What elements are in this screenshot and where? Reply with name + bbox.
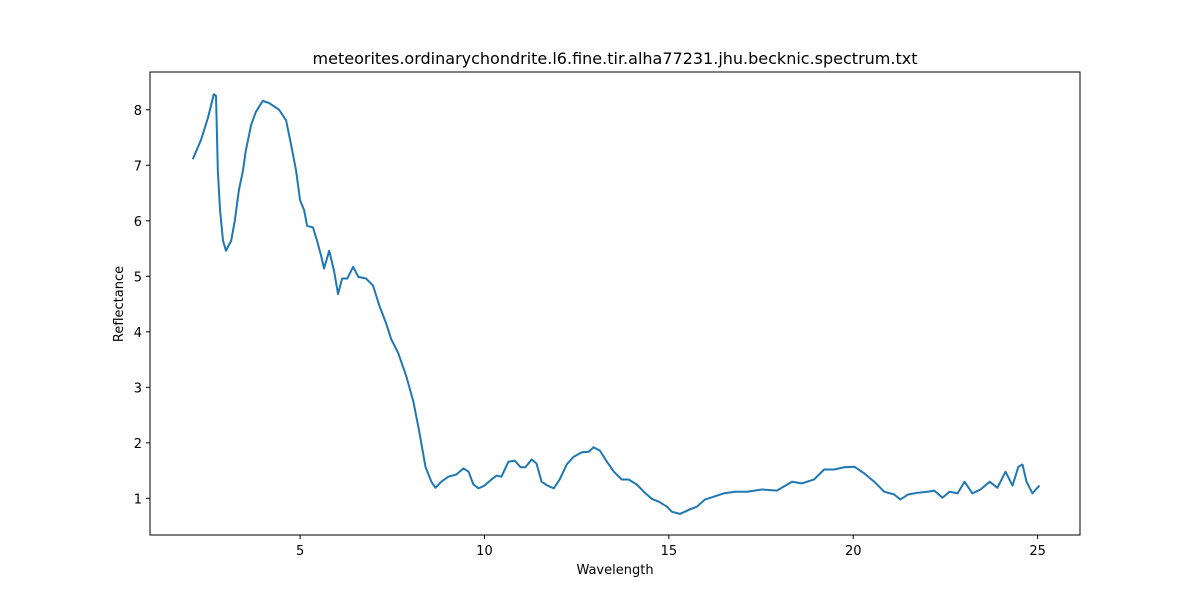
y-tick-label: 3	[134, 381, 142, 396]
x-tick-label: 25	[1029, 544, 1046, 559]
x-axis-label: Wavelength	[576, 563, 653, 578]
chart-title: meteorites.ordinarychondrite.l6.fine.tir…	[313, 49, 918, 68]
x-tick-label: 5	[296, 544, 304, 559]
y-tick-label: 4	[134, 326, 142, 341]
y-axis-label: Reflectance	[112, 266, 127, 342]
y-tick-label: 7	[134, 159, 142, 174]
y-tick-label: 6	[134, 215, 142, 230]
y-tick-label: 5	[134, 270, 142, 285]
plot-frame	[149, 71, 1081, 536]
y-tick-label: 2	[134, 437, 142, 452]
x-tick-label: 15	[661, 544, 678, 559]
x-tick-label: 10	[476, 544, 493, 559]
data-line	[191, 93, 1041, 515]
y-tick-label: 1	[134, 492, 142, 507]
x-tick-label: 20	[845, 544, 862, 559]
y-tick-label: 8	[134, 104, 142, 119]
